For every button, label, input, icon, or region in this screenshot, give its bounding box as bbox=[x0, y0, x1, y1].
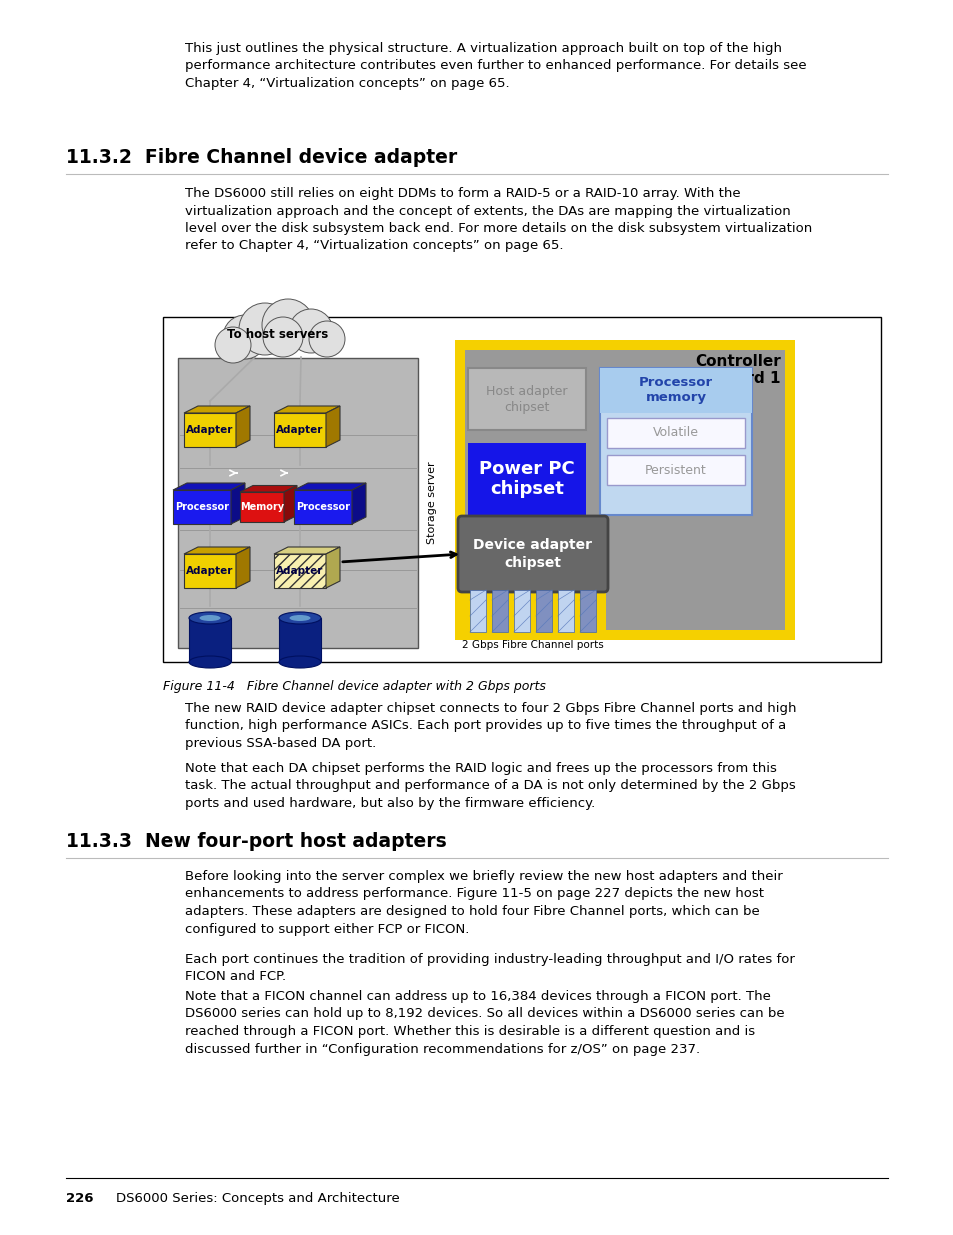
Text: Processor
memory: Processor memory bbox=[639, 377, 712, 405]
Bar bbox=[579, 590, 596, 632]
Polygon shape bbox=[235, 406, 250, 447]
Bar bbox=[459, 582, 605, 640]
Bar bbox=[599, 368, 751, 515]
Text: Controller
Card 1: Controller Card 1 bbox=[695, 354, 781, 387]
Bar bbox=[492, 590, 507, 632]
Bar bbox=[294, 490, 352, 524]
Bar bbox=[178, 358, 417, 648]
Bar bbox=[274, 555, 326, 588]
Circle shape bbox=[263, 317, 303, 357]
Text: Each port continues the tradition of providing industry-leading throughput and I: Each port continues the tradition of pro… bbox=[185, 953, 794, 983]
Bar bbox=[278, 618, 320, 662]
Bar bbox=[606, 454, 744, 485]
Text: Adapter: Adapter bbox=[276, 425, 323, 435]
Circle shape bbox=[262, 299, 314, 351]
Bar bbox=[514, 590, 530, 632]
Polygon shape bbox=[352, 483, 366, 524]
Polygon shape bbox=[184, 406, 250, 412]
Text: Figure 11-4   Fibre Channel device adapter with 2 Gbps ports: Figure 11-4 Fibre Channel device adapter… bbox=[163, 680, 545, 693]
Bar bbox=[240, 492, 284, 522]
Bar bbox=[184, 412, 235, 447]
Bar bbox=[599, 368, 751, 412]
Text: The new RAID device adapter chipset connects to four 2 Gbps Fibre Channel ports : The new RAID device adapter chipset conn… bbox=[185, 701, 796, 750]
Polygon shape bbox=[326, 547, 339, 588]
Text: Persistent: Persistent bbox=[644, 463, 706, 477]
Polygon shape bbox=[231, 483, 245, 524]
Ellipse shape bbox=[289, 615, 310, 621]
Ellipse shape bbox=[189, 656, 231, 668]
Bar bbox=[470, 590, 485, 632]
Ellipse shape bbox=[199, 615, 220, 621]
Bar bbox=[274, 412, 326, 447]
Text: Device adapter
chipset: Device adapter chipset bbox=[473, 538, 592, 569]
Text: 11.3.3  New four-port host adapters: 11.3.3 New four-port host adapters bbox=[66, 832, 446, 851]
Bar bbox=[455, 340, 794, 640]
Text: 2 Gbps Fibre Channel ports: 2 Gbps Fibre Channel ports bbox=[461, 640, 603, 650]
Polygon shape bbox=[326, 406, 339, 447]
Text: To host servers: To host servers bbox=[227, 329, 328, 342]
Ellipse shape bbox=[189, 613, 231, 624]
Bar bbox=[558, 590, 574, 632]
Text: Memory: Memory bbox=[240, 501, 284, 513]
Text: Adapter: Adapter bbox=[186, 425, 233, 435]
Bar bbox=[172, 490, 231, 524]
Ellipse shape bbox=[278, 613, 320, 624]
Polygon shape bbox=[240, 485, 296, 492]
Text: Processor: Processor bbox=[174, 501, 229, 513]
Polygon shape bbox=[274, 406, 339, 412]
Polygon shape bbox=[184, 547, 250, 555]
Text: Note that each DA chipset performs the RAID logic and frees up the processors fr: Note that each DA chipset performs the R… bbox=[185, 762, 795, 810]
Circle shape bbox=[214, 327, 251, 363]
Polygon shape bbox=[284, 485, 296, 522]
Text: 226: 226 bbox=[66, 1192, 93, 1205]
Bar bbox=[468, 443, 585, 515]
Bar bbox=[464, 350, 784, 630]
Text: Before looking into the server complex we briefly review the new host adapters a: Before looking into the server complex w… bbox=[185, 869, 781, 935]
Text: Power PC
chipset: Power PC chipset bbox=[478, 459, 575, 499]
Text: DS6000 Series: Concepts and Architecture: DS6000 Series: Concepts and Architecture bbox=[116, 1192, 399, 1205]
Circle shape bbox=[223, 315, 267, 359]
Bar bbox=[468, 368, 585, 430]
Text: Processor: Processor bbox=[295, 501, 350, 513]
Polygon shape bbox=[294, 483, 366, 490]
Text: 11.3.2  Fibre Channel device adapter: 11.3.2 Fibre Channel device adapter bbox=[66, 148, 456, 167]
Text: The DS6000 still relies on eight DDMs to form a RAID-5 or a RAID-10 array. With : The DS6000 still relies on eight DDMs to… bbox=[185, 186, 811, 252]
Text: Adapter: Adapter bbox=[186, 566, 233, 576]
Bar bbox=[536, 590, 552, 632]
Text: Storage server: Storage server bbox=[427, 462, 436, 545]
Bar bbox=[163, 317, 880, 662]
Text: Note that a FICON channel can address up to 16,384 devices through a FICON port.: Note that a FICON channel can address up… bbox=[185, 990, 783, 1056]
Ellipse shape bbox=[278, 656, 320, 668]
Bar bbox=[189, 618, 231, 662]
Polygon shape bbox=[274, 547, 339, 555]
Text: This just outlines the physical structure. A virtualization approach built on to: This just outlines the physical structur… bbox=[185, 42, 806, 90]
Text: Volatile: Volatile bbox=[652, 426, 699, 440]
Bar bbox=[184, 555, 235, 588]
FancyBboxPatch shape bbox=[457, 516, 607, 592]
Polygon shape bbox=[235, 547, 250, 588]
Bar bbox=[606, 417, 744, 448]
Text: Host adapter
chipset: Host adapter chipset bbox=[486, 384, 567, 414]
Polygon shape bbox=[172, 483, 245, 490]
Circle shape bbox=[309, 321, 345, 357]
Text: Adapter: Adapter bbox=[276, 566, 323, 576]
Circle shape bbox=[289, 309, 333, 353]
Circle shape bbox=[239, 303, 291, 354]
